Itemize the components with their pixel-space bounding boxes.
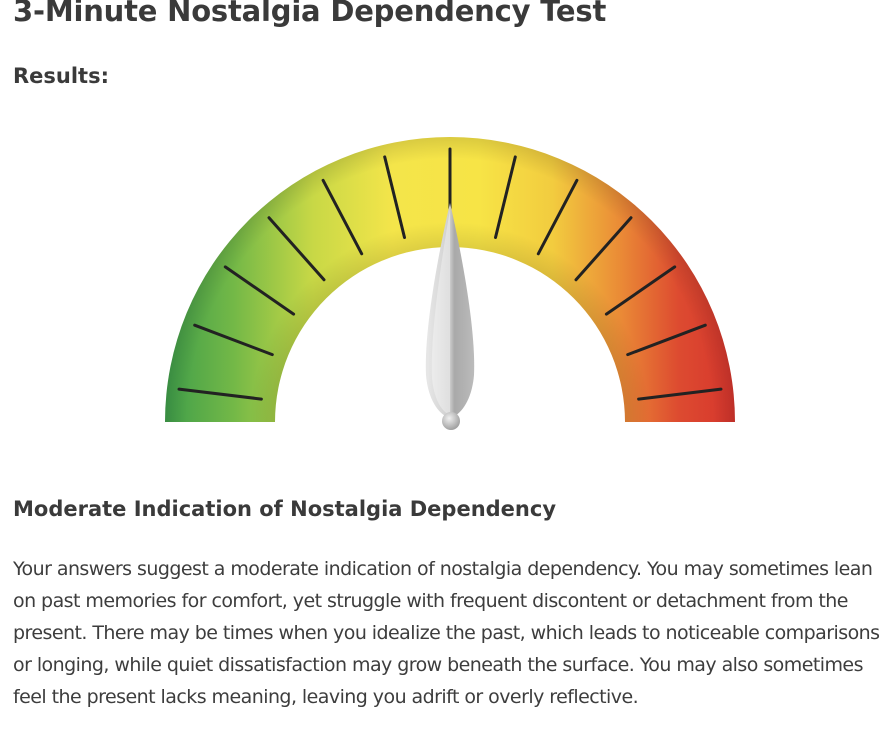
gauge-tick <box>193 323 274 357</box>
gauge-tick <box>177 387 263 401</box>
gauge <box>165 137 735 430</box>
gauge-tick <box>383 155 406 239</box>
gauge-tick <box>267 216 326 282</box>
gauge-tick <box>223 265 296 316</box>
gauge-tick <box>321 178 364 256</box>
gauge-tick <box>626 323 707 357</box>
results-label: Results: <box>13 64 109 88</box>
gauge-tick <box>494 155 517 239</box>
page-title: 3-Minute Nostalgia Dependency Test <box>13 0 607 28</box>
needle-hub <box>442 412 460 430</box>
result-heading: Moderate Indication of Nostalgia Depende… <box>13 497 557 521</box>
result-description: Your answers suggest a moderate indicati… <box>13 558 880 708</box>
gauge-arc-shading <box>165 137 735 422</box>
gauge-tick <box>637 387 723 401</box>
gauge-tick <box>536 178 579 256</box>
needle-highlight <box>431 210 450 415</box>
gauge-tick <box>574 216 633 282</box>
gauge-needle <box>425 203 475 430</box>
needle-pointer <box>425 203 475 418</box>
gauge-tick <box>604 265 677 316</box>
